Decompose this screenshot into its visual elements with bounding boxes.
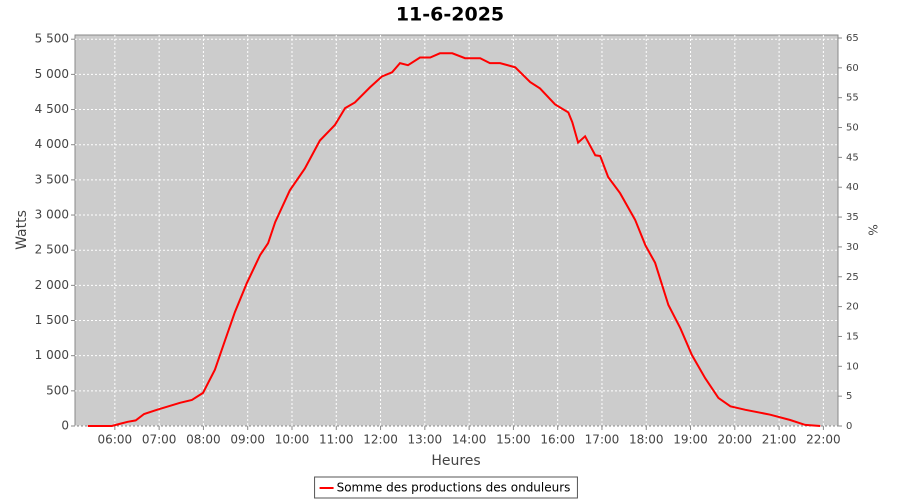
x-tick-label: 07:00 [142,433,177,447]
y-tick-label: 5 000 [35,67,69,81]
y-tick-label: 0 [61,419,69,433]
y2-tick-label: 5 [846,391,852,402]
legend-label: Somme des productions des onduleurs [337,481,571,495]
series-line [87,52,821,427]
y2-tick-label: 20 [846,302,859,313]
x-tick-label: 13:00 [408,433,443,447]
y-tick-label: 500 [46,383,69,397]
x-tick-label: 10:00 [275,433,310,447]
y-tick-label: 4 500 [35,102,69,116]
y-axis-label: Watts [14,210,30,250]
y2-tick-label: 40 [846,182,859,193]
chart-title: 11-6-2025 [396,4,504,26]
plot-area [74,34,839,427]
x-tick-label: 08:00 [186,433,221,447]
x-tick-label: 17:00 [585,433,620,447]
y2-tick-label: 15 [846,331,859,342]
y-tick-label: 1 000 [35,348,69,362]
y2-tick-label: 60 [846,63,859,74]
x-tick-label: 09:00 [230,433,265,447]
x-tick-label: 16:00 [540,433,575,447]
x-tick-label: 21:00 [762,433,797,447]
y-tick-label: 3 000 [35,208,69,222]
y-tick-label: 2 000 [35,278,69,292]
y-tick-label: 1 500 [35,313,69,327]
y-tick-label: 4 000 [35,137,69,151]
y2-tick-label: 25 [846,272,859,283]
y2-tick-label: 30 [846,242,859,253]
y2-tick-label: 0 [846,421,852,432]
y-tick-label: 2 500 [35,243,69,257]
y2-tick-label: 10 [846,361,859,372]
y-tick-label: 5 500 [35,32,69,46]
x-tick-label: 19:00 [673,433,708,447]
y2-tick-label: 50 [846,123,859,134]
x-tick-label: 06:00 [98,433,133,447]
x-tick-label: 14:00 [452,433,487,447]
y2-axis-label: % [866,224,880,235]
x-tick-label: 22:00 [806,433,841,447]
x-axis-label: Heures [431,453,480,469]
legend-box [314,476,578,499]
x-tick-label: 11:00 [319,433,354,447]
y2-tick-label: 65 [846,33,859,44]
y-tick-label: 3 500 [35,172,69,186]
y2-tick-label: 35 [846,212,859,223]
x-tick-label: 20:00 [718,433,753,447]
y2-tick-label: 45 [846,152,859,163]
y2-tick-label: 55 [846,93,859,104]
x-tick-label: 18:00 [629,433,664,447]
x-tick-label: 15:00 [496,433,531,447]
x-tick-label: 12:00 [363,433,398,447]
